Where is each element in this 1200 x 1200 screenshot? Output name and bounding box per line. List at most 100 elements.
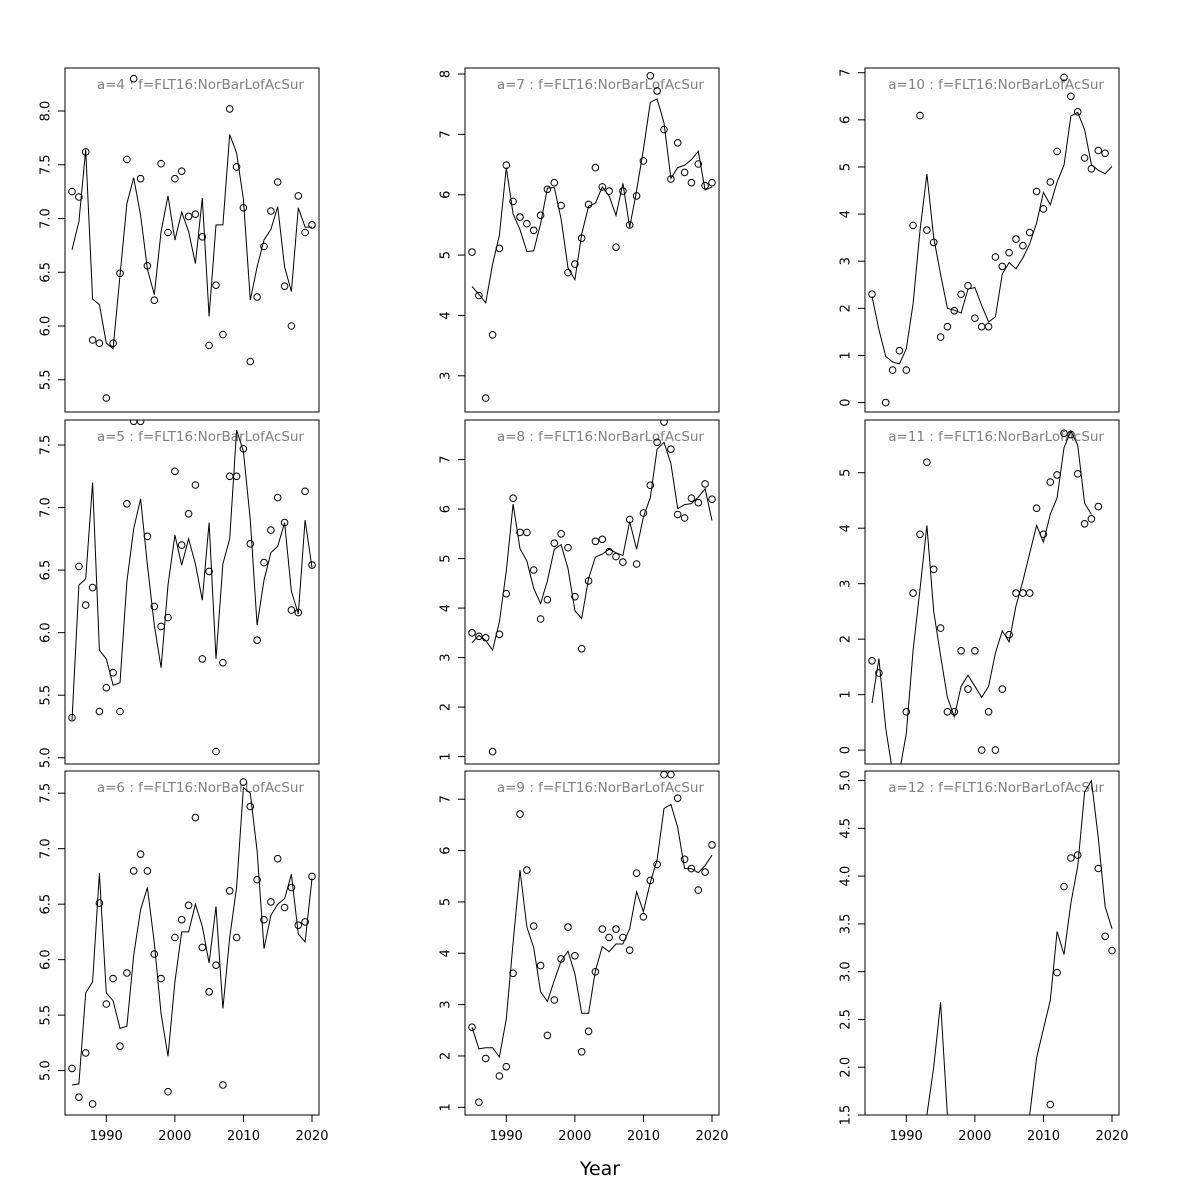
observed-point bbox=[198, 655, 207, 663]
panel-title: a=10 : f=FLT16:NorBarLofAcSur bbox=[888, 77, 1104, 93]
observed-point bbox=[529, 226, 538, 235]
observed-point bbox=[523, 219, 531, 228]
observed-point bbox=[502, 1062, 511, 1071]
observed-point bbox=[909, 221, 917, 230]
observed-point bbox=[468, 1023, 476, 1031]
observed-point bbox=[287, 322, 296, 330]
observed-point bbox=[308, 561, 316, 569]
observed-point bbox=[557, 955, 565, 963]
observed-point bbox=[102, 1000, 111, 1008]
fitted-line bbox=[471, 803, 713, 1059]
observed-point bbox=[536, 961, 545, 970]
observed-point bbox=[88, 583, 97, 592]
observed-point bbox=[267, 207, 275, 215]
observed-point bbox=[964, 685, 972, 693]
observed-point bbox=[150, 296, 159, 305]
observed-point bbox=[923, 226, 931, 234]
observed-point bbox=[1053, 471, 1061, 479]
chart-panel: a=7 : f=FLT16:NorBarLofAcSur 3 4 5 6 7 8 bbox=[439, 67, 720, 413]
observed-point bbox=[157, 622, 165, 631]
observed-point bbox=[246, 802, 255, 811]
plot-frame bbox=[64, 67, 320, 413]
observed-point bbox=[929, 238, 938, 247]
observed-point bbox=[680, 855, 689, 864]
y-tick-label: 7.5 bbox=[39, 154, 54, 175]
observed-point bbox=[102, 683, 111, 692]
observed-point bbox=[964, 281, 972, 290]
y-tick-label: 5.0 bbox=[839, 770, 854, 791]
observed-point bbox=[488, 747, 497, 756]
observed-point bbox=[598, 925, 607, 933]
observed-point bbox=[260, 558, 268, 567]
observed-point bbox=[660, 420, 668, 426]
observed-point bbox=[1005, 630, 1013, 639]
observed-point bbox=[198, 943, 207, 952]
observed-point bbox=[232, 472, 241, 481]
observed-point bbox=[598, 183, 607, 191]
observed-point bbox=[605, 933, 613, 942]
y-tick-label: 1 bbox=[439, 752, 454, 760]
observed-point bbox=[143, 867, 152, 875]
observed-point bbox=[109, 668, 117, 677]
observed-point bbox=[680, 514, 689, 522]
observed-point bbox=[157, 974, 165, 983]
observed-point bbox=[584, 200, 593, 209]
observed-point bbox=[308, 872, 316, 881]
chart-panel: a=10 : f=FLT16:NorBarLofAcSur 0 1 2 3 4 5 6 7 bbox=[839, 67, 1120, 413]
plot-frame bbox=[464, 67, 720, 413]
y-tick-label: 1 bbox=[439, 1103, 454, 1111]
y-tick-label: 6 bbox=[439, 846, 454, 854]
observed-point bbox=[667, 175, 675, 183]
observed-point bbox=[495, 1072, 504, 1080]
observed-point bbox=[646, 481, 655, 490]
observed-point bbox=[481, 394, 490, 402]
x-tick-label: 2010 bbox=[627, 1129, 660, 1144]
observed-point bbox=[875, 669, 883, 677]
observed-point bbox=[81, 148, 90, 156]
observed-point bbox=[509, 969, 517, 978]
observed-point bbox=[198, 233, 207, 241]
observed-point bbox=[171, 933, 179, 942]
observed-point bbox=[1067, 430, 1075, 439]
observed-point bbox=[495, 244, 504, 253]
y-tick-label: 6.5 bbox=[39, 262, 54, 283]
observed-point bbox=[639, 157, 648, 165]
observed-point bbox=[184, 510, 193, 518]
x-tick-label: 1990 bbox=[490, 1129, 523, 1144]
observed-point bbox=[129, 867, 138, 875]
plot-frame bbox=[864, 770, 1120, 1116]
y-tick-label: 3.5 bbox=[839, 914, 854, 935]
observed-point bbox=[1012, 589, 1020, 597]
x-tick-label: 2000 bbox=[958, 1129, 991, 1144]
y-tick-label: 6.0 bbox=[39, 622, 54, 643]
observed-point bbox=[1101, 149, 1109, 158]
y-tick-label: 5.5 bbox=[39, 369, 54, 390]
observed-point bbox=[516, 810, 524, 818]
observed-point bbox=[694, 886, 703, 894]
observed-point bbox=[81, 601, 90, 609]
observed-point bbox=[123, 500, 131, 508]
observed-point bbox=[301, 487, 309, 496]
y-tick-label: 0 bbox=[839, 746, 854, 754]
y-tick-label: 5.5 bbox=[39, 685, 54, 706]
fitted-line bbox=[871, 111, 1113, 365]
observed-point bbox=[523, 866, 531, 874]
panel-title: a=12 : f=FLT16:NorBarLofAcSur bbox=[888, 780, 1104, 796]
observed-point bbox=[943, 708, 952, 716]
observed-point bbox=[191, 481, 200, 489]
fitted-line bbox=[906, 779, 1113, 1115]
observed-point bbox=[287, 606, 296, 614]
observed-point bbox=[577, 644, 586, 653]
observed-point bbox=[612, 243, 620, 251]
y-tick-label: 7.5 bbox=[39, 435, 54, 456]
observed-point bbox=[219, 330, 227, 339]
y-tick-label: 7.0 bbox=[39, 497, 54, 518]
y-tick-label: 3 bbox=[839, 257, 854, 265]
observed-point bbox=[164, 613, 172, 622]
observed-point bbox=[1046, 178, 1055, 186]
observed-point bbox=[150, 602, 159, 611]
observed-point bbox=[557, 201, 565, 210]
observed-point bbox=[543, 185, 552, 194]
observed-point bbox=[1012, 235, 1020, 243]
